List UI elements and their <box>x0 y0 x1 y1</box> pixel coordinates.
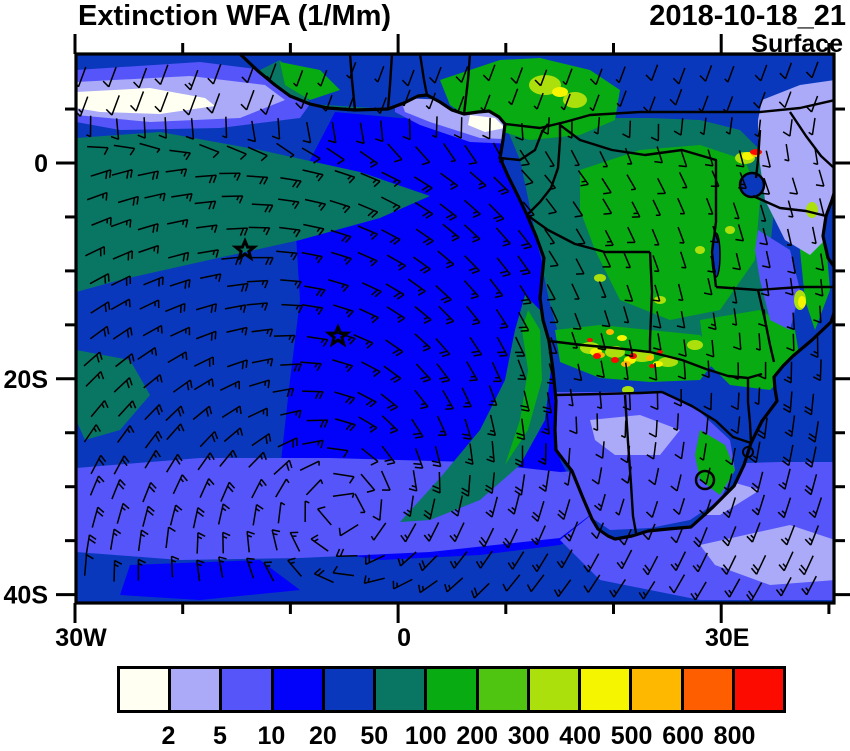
hotspot <box>617 335 627 341</box>
colorbar-tick-label: 2 <box>162 722 176 751</box>
colorbar-tick-label: 5 <box>213 722 227 751</box>
colorbar-cell <box>325 669 376 710</box>
map-plot-area <box>73 54 835 603</box>
axis-tick-label: 0 <box>34 150 48 178</box>
hotspot <box>649 364 655 368</box>
axis-tick-label: 30E <box>705 624 749 652</box>
colorbar-tick-label: 400 <box>559 722 601 751</box>
colorbar-cell <box>222 669 273 710</box>
colorbar-cell <box>684 669 735 710</box>
colorbar-cell <box>479 669 530 710</box>
colorbar-cell <box>274 669 325 710</box>
hotspot <box>611 357 619 363</box>
hotspot <box>687 340 703 350</box>
hotspot <box>594 274 606 282</box>
hotspot <box>593 353 601 359</box>
colorbar-tick-label: 20 <box>309 722 337 751</box>
colorbar-tick-label: 100 <box>405 722 447 751</box>
colorbar-tick-label: 600 <box>662 722 704 751</box>
hotspot <box>606 329 614 335</box>
hotspot <box>695 246 705 254</box>
hotspot <box>806 202 818 218</box>
colorbar-tick-label: 200 <box>456 722 498 751</box>
colorbar-cell <box>120 669 171 710</box>
page-title: Extinction WFA (1/Mm) <box>78 0 391 33</box>
colorbar-tick-label: 10 <box>257 722 285 751</box>
axis-tick-label: 0 <box>397 624 411 652</box>
valid-datetime: 2018-10-18_21 <box>649 0 846 33</box>
colorbar-tick-label: 800 <box>714 722 756 751</box>
colorbar-tick-label: 50 <box>360 722 388 751</box>
colorbar-tick-label: 300 <box>508 722 550 751</box>
hotspot <box>750 149 762 155</box>
hotspot <box>552 87 568 97</box>
colorbar-cell <box>581 669 632 710</box>
hotspot <box>725 226 735 234</box>
hotspot <box>798 296 806 308</box>
colorbar-cell <box>632 669 683 710</box>
axis-tick-label: 40S <box>4 582 48 610</box>
axis-tick-label: 20S <box>4 366 48 394</box>
colorbar-tick-label: 500 <box>611 722 653 751</box>
colorbar-cell <box>735 669 783 710</box>
colorbar-cell <box>376 669 427 710</box>
colorbar-cell <box>427 669 478 710</box>
colorbar-cell <box>171 669 222 710</box>
hotspot <box>587 338 593 342</box>
colorbar-cell <box>530 669 581 710</box>
level-label: Surface <box>751 30 843 59</box>
colorbar <box>117 666 786 713</box>
axis-tick-label: 30W <box>55 624 107 652</box>
hotspot <box>646 355 654 361</box>
